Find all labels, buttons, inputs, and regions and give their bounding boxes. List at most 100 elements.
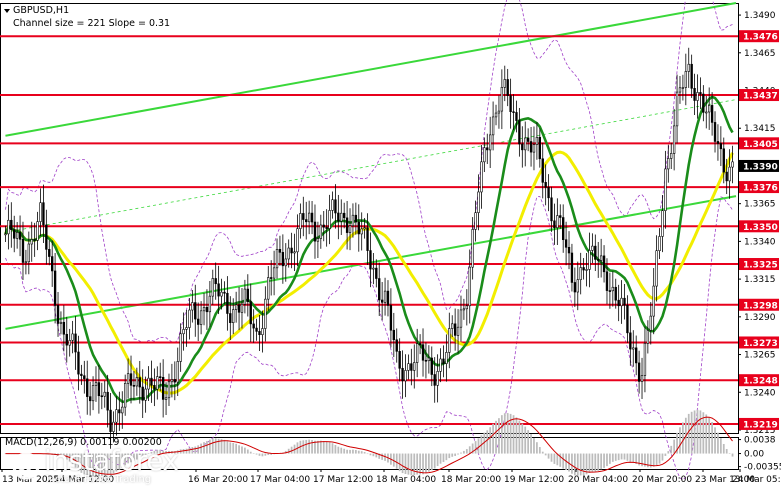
macd-histogram-bar (725, 449, 728, 454)
macd-histogram-bar (503, 413, 506, 454)
time-tick-label: 16 Mar 20:00 (188, 475, 248, 485)
candle-body (585, 269, 588, 271)
candle-body (439, 358, 442, 372)
macd-histogram-bar (509, 413, 512, 454)
macd-histogram-bar (430, 453, 433, 471)
candle-body (270, 277, 273, 279)
candle-body (494, 112, 498, 118)
candle-body (261, 328, 264, 335)
candle-body (147, 377, 150, 390)
candle-body (4, 233, 7, 236)
price-panel-frame (0, 3, 739, 434)
macd-histogram-bar (188, 447, 191, 454)
candle-body (491, 116, 495, 136)
macd-histogram-bar (629, 453, 632, 462)
candle-body (126, 373, 130, 384)
macd-histogram-bar (422, 453, 424, 475)
candle-body (678, 87, 682, 93)
macd-histogram-bar (410, 453, 413, 476)
ma-slow-line (4, 150, 734, 395)
level-label-box (739, 374, 779, 387)
candle-body (372, 267, 375, 270)
macd-histogram-bar (553, 453, 556, 464)
macd-histogram-bar (606, 453, 608, 467)
candle-body (343, 212, 346, 219)
macd-histogram-bar (354, 450, 357, 454)
candle-body (626, 305, 629, 334)
candle-body (121, 406, 124, 414)
macd-histogram-bar (533, 437, 535, 454)
candle-body (208, 295, 212, 313)
candle-body (109, 409, 112, 432)
candle-body (480, 161, 483, 193)
time-tick-label: 19 Mar 12:00 (504, 475, 564, 485)
candle-body (521, 143, 524, 151)
candle-body (465, 305, 468, 310)
macd-histogram-bar (649, 453, 652, 468)
candle-body (264, 298, 267, 329)
candle-body (328, 210, 331, 229)
macd-histogram-bar (512, 415, 515, 454)
macd-histogram-bar (679, 427, 681, 454)
macd-histogram-bar (617, 453, 620, 461)
candle-body (702, 93, 705, 113)
macd-histogram-bar (600, 453, 603, 470)
candle-body (156, 376, 159, 390)
candle-body (383, 290, 387, 303)
macd-histogram-bar (682, 422, 684, 454)
macd-histogram-bar (369, 453, 372, 456)
candle-body (693, 88, 696, 101)
candle-body (13, 229, 16, 239)
moving-averages (4, 95, 734, 404)
candle-body (416, 343, 419, 363)
candle-body (284, 258, 287, 267)
candle-body (97, 382, 101, 397)
price-tick-label: 1.3490 (744, 11, 776, 21)
candle-body (77, 351, 80, 375)
candle-body (597, 259, 600, 261)
macd-histogram-bar (328, 442, 331, 454)
candle-body (477, 191, 480, 213)
macd-histogram-bar (194, 446, 197, 454)
candle-body (424, 359, 428, 362)
macd-histogram-bar (693, 410, 696, 454)
candle-body (68, 340, 71, 346)
candle-body (392, 329, 395, 341)
candle-body (681, 87, 685, 89)
macd-tick-label: 0.00 (744, 450, 764, 460)
macd-histogram-bar (614, 453, 617, 461)
candle-body (278, 249, 282, 253)
macd-histogram-bar (112, 453, 115, 474)
macd-histogram-bar (544, 453, 547, 456)
candle-body (351, 214, 355, 227)
macd-histogram-bar (378, 453, 381, 459)
candle-body (36, 221, 39, 241)
candle-body (18, 232, 22, 240)
macd-histogram-bar (571, 453, 573, 474)
macd-histogram-bar (518, 420, 521, 454)
candle-body (632, 347, 635, 350)
candle-body (559, 215, 562, 218)
candle-body (106, 391, 109, 411)
candle-body (91, 385, 95, 402)
chart-header: GBPUSD,H1 Channel size = 221 Slope = 0.3… (4, 5, 170, 29)
macd-histogram-bar (425, 453, 427, 474)
candle-body (512, 111, 515, 113)
candle-body (410, 363, 413, 371)
candle-body (503, 79, 506, 88)
candle-body (541, 158, 544, 183)
candle-body (637, 362, 641, 382)
candle-body (448, 328, 451, 353)
candle-body (217, 283, 220, 297)
macd-histogram-bar (162, 450, 165, 454)
price-tick-label: 1.3315 (744, 275, 776, 285)
macd-histogram-bar (372, 453, 375, 457)
macd-histogram-bar (147, 453, 150, 454)
level-label: 1.3298 (743, 301, 778, 311)
candle-body (433, 374, 436, 386)
macd-histogram-bar (495, 420, 497, 454)
candle-body (199, 310, 203, 325)
candle-body (138, 377, 141, 388)
